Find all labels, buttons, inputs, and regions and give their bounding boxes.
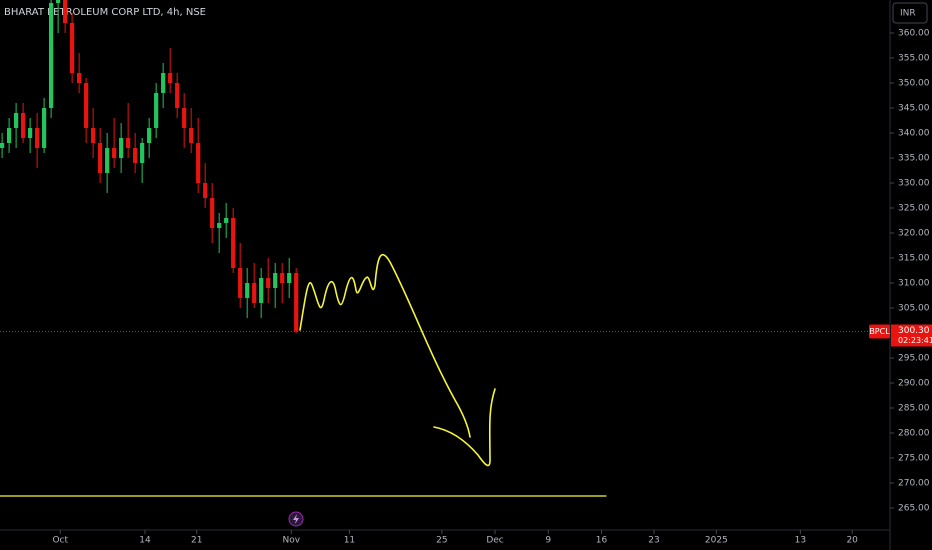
candle-body [245, 283, 250, 298]
x-tick-label: 11 [344, 536, 355, 546]
symbol-tag [869, 324, 890, 339]
candle-body [42, 108, 47, 148]
y-tick-label: 295.00 [898, 354, 930, 364]
candle-body [28, 128, 33, 138]
y-tick-label: 280.00 [898, 429, 930, 439]
x-tick-label: 13 [795, 536, 806, 546]
candle-body [154, 93, 159, 128]
candle-body [196, 143, 201, 183]
currency-box[interactable] [892, 2, 928, 24]
x-tick-label: 21 [191, 536, 202, 546]
x-tick-label: 2025 [705, 536, 728, 546]
price-label: 300.30 [898, 326, 930, 336]
candle-body [252, 283, 257, 303]
candle-body [294, 273, 299, 332]
candle-body [105, 148, 110, 173]
candle-body [14, 113, 19, 128]
candle-body [168, 73, 173, 83]
candle-body [231, 218, 236, 268]
candle-body [21, 113, 26, 138]
candle-body [0, 143, 5, 148]
candle-body [70, 23, 75, 73]
candle-body [189, 128, 194, 143]
y-tick-label: 330.00 [898, 179, 930, 189]
candle-body [133, 148, 138, 163]
y-tick-label: 310.00 [898, 279, 930, 289]
y-tick-label: 335.00 [898, 154, 930, 164]
y-tick-label: 265.00 [898, 504, 930, 514]
candle-body [140, 143, 145, 163]
candle-body [210, 198, 215, 228]
x-tick-label: 9 [545, 536, 551, 546]
x-tick-label: Dec [486, 536, 503, 546]
annotation-drawing [0, 254, 607, 497]
candle-body [84, 83, 89, 128]
candle-body [112, 148, 117, 158]
candle-body [63, 0, 68, 24]
price-tag [891, 324, 932, 347]
y-tick-label: 305.00 [898, 304, 930, 314]
currency[interactable]: INR [900, 9, 916, 19]
candle-body [203, 183, 208, 198]
x-tick-label: 20 [846, 536, 858, 546]
y-tick-label: 360.00 [898, 29, 930, 39]
candle-body [91, 128, 96, 143]
x-tick-label: Nov [283, 536, 301, 546]
y-tick-label: 325.00 [898, 204, 930, 214]
candle-body [287, 273, 292, 283]
x-tick-label: Oct [52, 536, 68, 546]
symbol-label: BPCL [869, 327, 890, 336]
y-tick-label: 340.00 [898, 129, 930, 139]
candle-body [182, 108, 187, 128]
y-tick-label: 355.00 [898, 54, 930, 64]
candle-body [77, 73, 82, 83]
y-tick-label: 315.00 [898, 254, 930, 264]
candle-body [273, 273, 278, 288]
x-tick-label: 14 [139, 536, 151, 546]
y-tick-label: 350.00 [898, 79, 930, 89]
candle-body [217, 223, 222, 228]
candle-body [238, 268, 243, 298]
candle-body [224, 218, 229, 223]
candle-body [98, 143, 103, 173]
candle-body [119, 138, 124, 158]
x-tick-label: 25 [436, 536, 447, 546]
candle-body [161, 73, 166, 93]
candle-body [7, 128, 12, 143]
chart-title: BHARAT PETROLEUM CORP LTD, 4h, NSE [4, 7, 206, 18]
candle-body [266, 278, 271, 288]
y-tick-label: 275.00 [898, 454, 930, 464]
candle-body [49, 3, 54, 108]
x-tick-label: 23 [648, 536, 659, 546]
countdown-label: 02:23:41 [898, 336, 932, 345]
y-tick-label: 345.00 [898, 104, 930, 114]
candle-body [35, 128, 40, 148]
candle-body [147, 128, 152, 143]
x-tick-label: 16 [596, 536, 608, 546]
y-tick-label: 320.00 [898, 229, 930, 239]
y-tick-label: 290.00 [898, 379, 930, 389]
candle-body [259, 278, 264, 303]
candle-body [56, 0, 61, 4]
candle-body [126, 138, 131, 148]
event-icon-bolt [293, 514, 299, 524]
candle-body [280, 273, 285, 283]
y-tick-label: 285.00 [898, 404, 930, 414]
y-tick-label: 270.00 [898, 479, 930, 489]
candle-body [175, 83, 180, 108]
